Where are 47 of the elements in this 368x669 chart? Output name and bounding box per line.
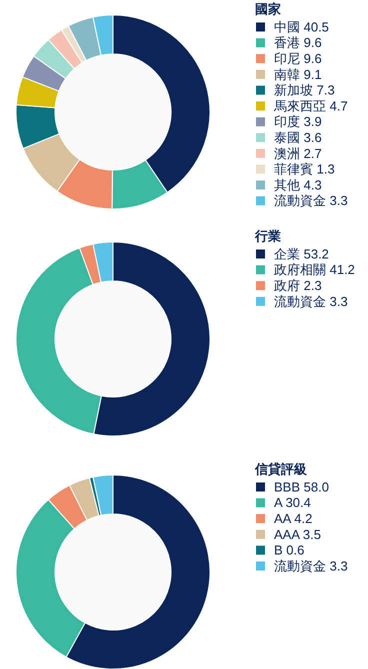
data-label: 0.6 — [286, 542, 304, 558]
legend-title: 行業 — [254, 228, 281, 244]
data-label: 58.0 — [304, 479, 329, 494]
data-label: 3.9 — [304, 114, 322, 130]
legend-label: 印尼 — [274, 51, 300, 66]
legend-label: 流動資金 — [274, 193, 326, 208]
legend-label: 流動資金 — [274, 294, 326, 309]
data-label: 2.3 — [304, 278, 322, 294]
legend-title: 國家 — [255, 1, 281, 16]
data-label: 30.4 — [286, 495, 311, 510]
legend-label: 菲律賓 — [274, 162, 313, 177]
legend-label: 中國 — [274, 19, 300, 34]
legend-label: 政府 — [274, 278, 300, 294]
data-label: 40.5 — [304, 19, 329, 34]
legend-label: 新加坡 — [274, 82, 313, 98]
legend-label: 其他 — [274, 177, 300, 192]
data-label: 1.3 — [316, 162, 335, 177]
data-label: 3.6 — [304, 130, 322, 146]
data-label: 3.3 — [330, 193, 348, 208]
legend-label: B — [274, 542, 283, 558]
legend-label: 政府相關 — [274, 262, 326, 278]
legend-label: 泰國 — [274, 130, 300, 146]
data-label: 9.6 — [304, 35, 322, 50]
legend-label: BBB — [274, 479, 300, 494]
data-label: 4.2 — [294, 511, 312, 526]
legend-title: 信貸評級 — [254, 461, 308, 476]
legend-label: 企業 — [274, 246, 300, 262]
data-label: 3.3 — [330, 294, 348, 309]
legend-label: AAA — [274, 526, 300, 542]
data-label: 2.7 — [304, 146, 322, 161]
data-label: 53.2 — [304, 246, 329, 262]
data-label: 4.7 — [330, 98, 348, 114]
data-label: 9.1 — [304, 66, 322, 82]
legend-label: 印度 — [274, 114, 300, 130]
data-label: 3.5 — [302, 526, 321, 542]
legend-label: A — [274, 495, 282, 510]
data-label: 3.3 — [330, 558, 348, 574]
legend-label: AA — [274, 511, 291, 526]
data-label: 41.2 — [330, 262, 355, 278]
legend-label: 馬來西亞 — [274, 98, 326, 114]
legend-label: 香港 — [274, 35, 300, 50]
data-label: 7.3 — [316, 82, 335, 98]
legend-label: 流動資金 — [274, 558, 326, 574]
data-label: 9.6 — [304, 51, 322, 66]
data-label: 4.3 — [304, 177, 322, 192]
legend-label: 南韓 — [274, 66, 300, 82]
legend-label: 澳洲 — [274, 146, 300, 161]
